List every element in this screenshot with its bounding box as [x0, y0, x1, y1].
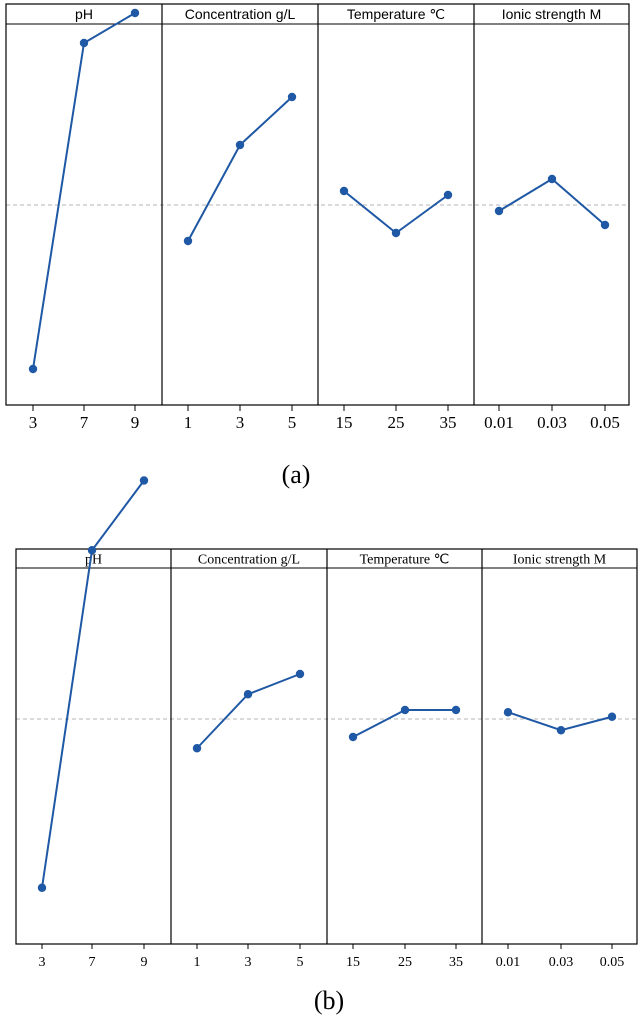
data-point: [348, 732, 358, 742]
data-point: [287, 92, 297, 102]
series-line: [32, 12, 136, 370]
series-line: [187, 96, 293, 242]
x-tick-label: 9: [141, 955, 148, 970]
data-point: [607, 712, 617, 721]
series-line: [343, 190, 449, 235]
x-tick-label: 35: [449, 955, 463, 970]
data-point: [400, 705, 410, 715]
x-tick-label: 0.05: [600, 955, 625, 970]
data-point: [183, 236, 193, 246]
data-point: [28, 364, 38, 374]
x-tick-label: 0.01: [496, 955, 521, 970]
series-line: [41, 479, 145, 888]
x-tick-label: 3: [39, 955, 46, 970]
x-tick-label: 15: [346, 955, 360, 970]
x-tick-label: 9: [131, 413, 140, 432]
series-line: [498, 177, 606, 226]
data-point: [547, 174, 557, 184]
panel-title: pH: [85, 553, 102, 568]
x-tick-label: 15: [336, 413, 353, 432]
x-tick-label: 25: [388, 413, 405, 432]
data-point: [235, 140, 245, 150]
x-tick-label: 7: [80, 413, 89, 432]
x-tick-label: 5: [288, 413, 297, 432]
figure-caption: (b): [314, 986, 344, 1015]
panel-title: Ionic strength M: [513, 553, 607, 568]
x-tick-label: 7: [89, 955, 96, 970]
data-point: [130, 8, 140, 18]
x-tick-label: 3: [236, 413, 245, 432]
panel-title: Temperature ℃: [347, 6, 445, 22]
x-tick-label: 0.05: [590, 413, 620, 432]
x-tick-label: 1: [194, 955, 201, 970]
panel-title: Ionic strength M: [502, 6, 602, 22]
data-point: [192, 744, 202, 753]
data-point: [391, 228, 401, 238]
x-tick-label: 3: [29, 413, 38, 432]
data-point: [339, 186, 349, 196]
data-point: [556, 726, 566, 735]
x-tick-label: 0.01: [484, 413, 514, 432]
data-point: [79, 38, 89, 48]
series-line: [196, 673, 301, 749]
x-tick-label: 3: [245, 955, 252, 970]
x-tick-label: 1: [184, 413, 193, 432]
x-tick-label: 5: [297, 955, 304, 970]
data-point: [451, 705, 461, 715]
data-point: [139, 476, 149, 485]
x-tick-label: 0.03: [549, 955, 574, 970]
data-point: [295, 669, 305, 679]
x-tick-label: 25: [398, 955, 412, 970]
data-point: [37, 883, 47, 892]
panel-title: Temperature ℃: [360, 553, 450, 568]
figure-caption: (a): [282, 460, 311, 489]
x-tick-label: 0.03: [537, 413, 567, 432]
data-point: [243, 690, 253, 699]
data-point: [503, 708, 513, 717]
x-tick-label: 35: [440, 413, 457, 432]
panel-title: Concentration g/L: [185, 6, 296, 22]
panel-title: pH: [75, 6, 93, 22]
data-point: [87, 546, 97, 555]
data-point: [600, 220, 610, 230]
panel-title: Concentration g/L: [198, 553, 300, 568]
data-point: [494, 206, 504, 216]
data-point: [443, 190, 453, 200]
